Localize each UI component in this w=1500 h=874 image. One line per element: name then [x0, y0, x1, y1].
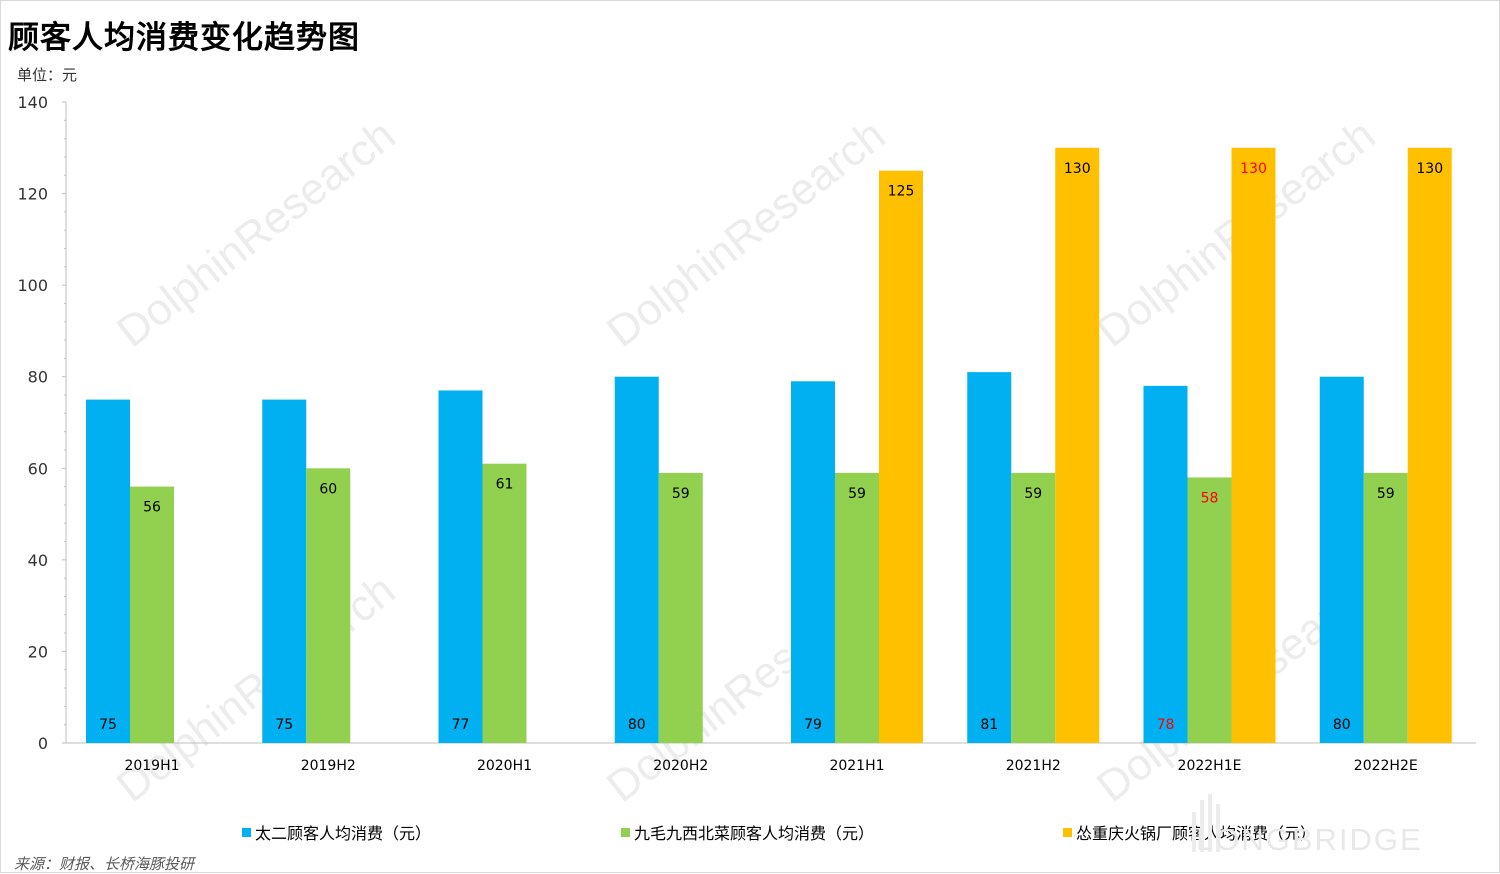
- bar-0-0: [86, 399, 130, 743]
- unit-label: 单位：元: [17, 66, 78, 84]
- y-tick-label: 80: [28, 368, 48, 387]
- data-label: 80: [1333, 717, 1351, 733]
- legend-swatch-jiumaojiu: [621, 827, 630, 837]
- x-tick-label: 2022H2E: [1354, 758, 1418, 774]
- brand-watermark: LONGBRIDGE: [1196, 822, 1423, 857]
- bar-6-1: [1187, 477, 1232, 743]
- data-label: 130: [1064, 161, 1091, 177]
- bar-5-2: [1055, 147, 1100, 744]
- bar-4-1: [835, 472, 879, 743]
- legend-swatch-song: [1063, 827, 1072, 837]
- bar-1-0: [262, 399, 307, 743]
- legend-label-taier: 太二顾客人均消费（元）: [255, 824, 432, 843]
- data-label: 59: [848, 486, 866, 502]
- x-tick-label: 2021H1: [829, 758, 884, 774]
- bar-5-0: [967, 372, 1012, 743]
- data-label: 59: [672, 486, 690, 502]
- x-tick-label: 2019H1: [124, 758, 179, 774]
- bar-4-0: [791, 381, 835, 743]
- legend-item-jiumaojiu: 九毛九西北菜顾客人均消费（元）: [621, 820, 874, 844]
- data-label: 125: [888, 184, 915, 200]
- x-tick-label: 2021H2: [1006, 758, 1061, 774]
- x-tick-label: 2019H2: [301, 758, 356, 774]
- bar-3-0: [614, 376, 659, 743]
- y-tick-label: 100: [17, 276, 48, 295]
- data-label: 78: [1157, 717, 1175, 733]
- bar-6-0: [1143, 385, 1188, 743]
- y-tick-label: 120: [17, 185, 48, 204]
- data-label: 58: [1201, 490, 1219, 506]
- legend-label-song: 怂重庆火锅厂顾客人均消费（元）: [1076, 824, 1317, 843]
- x-tick-label: 2020H2: [653, 758, 708, 774]
- bar-1-1: [306, 468, 351, 743]
- legend-label-jiumaojiu: 九毛九西北菜顾客人均消费（元）: [634, 824, 875, 843]
- bar-3-1: [658, 472, 703, 743]
- data-label: 61: [496, 477, 514, 493]
- longbridge-logo-watermark: [1190, 792, 1260, 852]
- data-label: 60: [319, 481, 337, 497]
- y-tick-label: 140: [17, 93, 48, 112]
- x-tick-label: 2022H1E: [1178, 758, 1242, 774]
- data-label: 56: [143, 500, 161, 516]
- y-tick-label: 60: [28, 459, 48, 478]
- legend-item-song: 怂重庆火锅厂顾客人均消费（元）: [1063, 820, 1316, 844]
- bar-7-2: [1407, 147, 1452, 744]
- data-label: 75: [275, 717, 293, 733]
- y-tick-label: 0: [38, 734, 48, 753]
- research-watermark: DolphinResearch: [108, 110, 404, 356]
- y-tick-label: 40: [28, 551, 48, 570]
- bar-0-1: [130, 486, 174, 743]
- data-label: 130: [1416, 161, 1443, 177]
- bar-2-1: [482, 463, 527, 743]
- x-tick-label: 2020H1: [477, 758, 532, 774]
- data-label: 77: [452, 717, 470, 733]
- chart-title: 顾客人均消费变化趋势图: [8, 20, 360, 56]
- y-tick-label: 20: [28, 642, 48, 661]
- research-watermark: DolphinResearch: [598, 110, 894, 356]
- bar-4-2: [879, 170, 923, 743]
- data-label: 130: [1240, 161, 1267, 177]
- data-label: 75: [99, 717, 117, 733]
- data-label: 59: [1024, 486, 1042, 502]
- data-label: 79: [804, 717, 822, 733]
- legend-item-taier: 太二顾客人均消费（元）: [242, 820, 431, 844]
- data-label: 80: [628, 717, 646, 733]
- bar-6-2: [1231, 147, 1276, 744]
- data-label: 59: [1377, 486, 1395, 502]
- source-note: 来源：财报、长桥海豚投研: [14, 855, 195, 873]
- legend-swatch-taier: [242, 827, 251, 837]
- bar-2-0: [438, 390, 483, 743]
- bar-5-1: [1011, 472, 1056, 743]
- bar-7-1: [1363, 472, 1408, 743]
- data-label: 81: [980, 717, 998, 733]
- bar-7-0: [1319, 376, 1364, 743]
